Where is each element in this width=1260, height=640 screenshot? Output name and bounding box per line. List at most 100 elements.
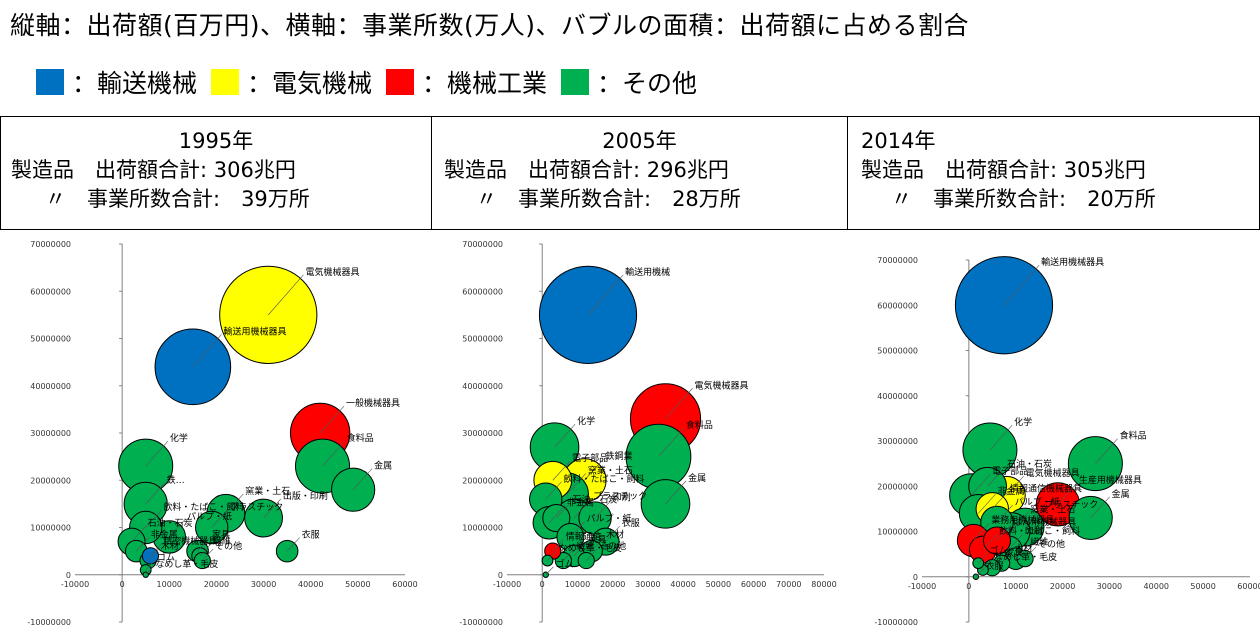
bubble-leader-line	[545, 566, 554, 575]
x-tick-label: 60000	[392, 580, 417, 589]
bubble-leader-line	[996, 524, 1012, 541]
bubble-leader-line	[970, 473, 991, 496]
legend-item-transport: ：輸送機械	[36, 64, 197, 100]
bubble-label: 非金属	[151, 529, 178, 541]
bubble-label: プラスチック	[1044, 500, 1098, 511]
y-tick-label: 0	[66, 571, 71, 580]
bubble-chart-1995: -100000000100000002000000030000000400000…	[27, 240, 417, 627]
other-swatch-icon	[561, 69, 590, 95]
x-tick-label: 0	[966, 582, 971, 591]
bubble-label: 衣服	[622, 517, 640, 529]
bubble-label: はん用機械器具	[1013, 516, 1076, 528]
x-tick-label: -10000	[61, 580, 89, 589]
bubble-leader-line	[594, 500, 611, 519]
bubble-leader-line	[145, 482, 165, 505]
bubble-label: なめし革・毛皮	[155, 558, 218, 570]
bubble-leader-line	[978, 493, 996, 514]
bubble-label: 輸送用機械	[625, 266, 670, 278]
bubble-leader-line	[352, 468, 373, 490]
bubble-leader-line	[605, 526, 620, 542]
bubble-label: 業務用機械器具	[991, 514, 1054, 526]
bubble-leader-line	[547, 550, 557, 561]
bubble-leader-line	[587, 274, 624, 316]
bubble-label: 情報通信	[566, 530, 602, 542]
panel-shipment-total: 製造品 出荷額合計: 306兆円	[11, 158, 296, 182]
bubble-label: 金属	[688, 472, 706, 484]
bubble-leader-line	[268, 274, 304, 316]
bubble-label: 衣服	[302, 529, 320, 541]
bubble-label: 飲料・たばこ・飼料	[563, 473, 644, 485]
y-tick-label: 50000000	[462, 335, 503, 344]
panel-header-2014: 2014年 製造品 出荷額合計: 305兆円 〃 事業所数合計: 20万所	[847, 116, 1260, 230]
bubble-leader-line	[570, 521, 585, 538]
bubble-leader-line	[1015, 544, 1029, 559]
bubble-label: 金属	[1112, 488, 1130, 500]
bubble-leader-line	[319, 406, 345, 434]
bubble-label: 電子部品	[572, 452, 608, 464]
y-tick-label: 70000000	[877, 256, 918, 265]
x-tick-label: 60000	[1237, 582, 1260, 591]
bubble-leader-line	[145, 566, 154, 575]
panel-shipment-total: 製造品 出荷額合計: 305兆円	[861, 158, 1146, 182]
x-tick-label: 60000	[741, 580, 766, 589]
bubble-leader-line	[566, 473, 587, 495]
bubble-leader-line	[131, 526, 146, 542]
bubble-leader-line	[197, 537, 211, 552]
y-tick-label: 20000000	[30, 476, 71, 485]
bubble-label: 食料品	[686, 419, 713, 431]
x-tick-label: 10000	[157, 580, 182, 589]
bubble-label: 家具	[1005, 547, 1023, 559]
panel-establishment-total: 〃 事業所数合計: 20万所	[891, 187, 1156, 211]
bubble-label: 鉄鋼業	[605, 450, 632, 462]
panel-header-1995: 1995年 製造品 出荷額合計: 306兆円 〃 事業所数合計: 39万所	[0, 116, 432, 230]
bubble-label: 繊維	[1030, 536, 1048, 548]
bubble-label: 一般機械器具	[346, 397, 400, 409]
y-tick-label: 60000000	[462, 287, 503, 296]
y-tick-label: -10000000	[459, 618, 503, 627]
bubble-leader-line	[1008, 533, 1024, 550]
y-tick-label: 30000000	[877, 437, 918, 446]
y-tick-label: -10000000	[27, 618, 71, 627]
bubble-label: 電気機械器具	[305, 266, 359, 278]
x-tick-label: 40000	[1144, 582, 1169, 591]
y-tick-label: 10000000	[877, 528, 918, 537]
bubble-label: プラスチック	[593, 491, 647, 502]
bubble-leader-line	[563, 548, 575, 561]
bubble-leader-line	[982, 533, 998, 550]
y-tick-label: 50000000	[30, 335, 71, 344]
bubble-leader-line	[992, 555, 1004, 568]
y-tick-label: 70000000	[30, 240, 71, 249]
x-tick-label: 10000	[1003, 582, 1028, 591]
panel-year: 2014年	[861, 129, 936, 153]
panel-establishment-total: 〃 事業所数合計: 28万所	[476, 187, 741, 211]
bubble-leader-line	[263, 498, 282, 519]
bubble-leader-line	[975, 568, 984, 577]
x-tick-label: 30000	[635, 580, 660, 589]
y-tick-label: 30000000	[462, 429, 503, 438]
panel-establishment-total: 〃 事業所数合計: 39万所	[45, 187, 310, 211]
machine-swatch-icon	[386, 69, 415, 95]
y-tick-label: 40000000	[30, 382, 71, 391]
bubble-label: 金属	[374, 460, 392, 472]
x-tick-label: 40000	[298, 580, 323, 589]
x-tick-label: 30000	[1097, 582, 1122, 591]
bubble-label: 飲料・たばこ・飼料	[999, 525, 1080, 537]
legend-label: ：電気機械	[247, 69, 373, 98]
bubble-label: 木材	[161, 540, 179, 552]
bubble-label: 生産用機械器具	[1079, 474, 1142, 486]
bubble-leader-line	[992, 491, 1009, 510]
bubble-label: 印刷	[1025, 525, 1043, 537]
y-tick-label: 0	[913, 573, 918, 582]
legend-item-other: ：その他	[561, 64, 697, 100]
bubble-leader-line	[1095, 438, 1118, 464]
page-title: 縦軸：出荷額(百万円)、横軸：事業所数(万人)、バブルの面積：出荷額に占める割合	[10, 11, 970, 40]
bubble-leader-line	[225, 493, 244, 514]
panel-year: 1995年	[178, 129, 254, 153]
bubble-leader-line	[145, 509, 162, 528]
bubble-label: プラスチック	[229, 502, 283, 513]
bubble-leader-line	[169, 519, 186, 538]
bubble-label: 木材	[1015, 543, 1033, 555]
bubble-label: ゴム	[989, 544, 1007, 556]
bubble-leader-line	[199, 543, 212, 557]
bubble-label: 化学	[170, 432, 188, 444]
